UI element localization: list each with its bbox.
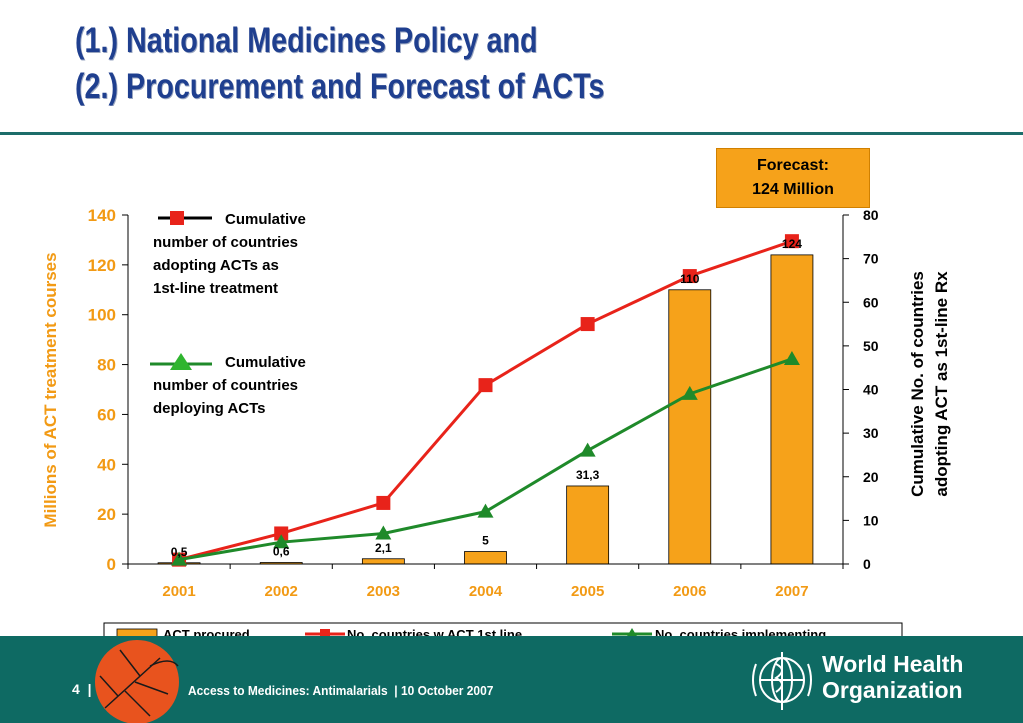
mosquito-logo: [95, 640, 179, 723]
left-tick-label-40: 40: [97, 455, 116, 474]
note-deploying-line-3: deploying ACTs: [153, 400, 266, 417]
left-tick-label-60: 60: [97, 405, 116, 424]
x-tick-label-2003: 2003: [367, 583, 400, 600]
y2-axis-title-line-1: Cumulative No. of countries: [908, 271, 927, 497]
who-line-2: Organization: [822, 677, 963, 703]
title-line-1: (1.) National Medicines Policy and: [75, 21, 538, 60]
chart: 0 20 40 60 80 100 120 140 0 10 20 30 40 50 60 70 80 2001 2…: [41, 206, 951, 636]
footer-text: Access to Medicines: Antimalarials | 10 …: [188, 683, 494, 698]
left-tick-label-80: 80: [97, 356, 116, 375]
forecast-line-1: Forecast:: [756, 157, 830, 174]
bar-2006: [668, 289, 712, 565]
right-tick-label-50: 50: [863, 338, 879, 354]
x-tick-label-2002: 2002: [265, 583, 298, 600]
point-adopting-2005: [580, 317, 595, 332]
legend-swatch-implementing-marker: [627, 628, 637, 636]
y2-axis-title-line-2: adopting ACT as 1st-line Rx: [932, 271, 951, 497]
legend-swatch-bar: [116, 628, 158, 636]
bar-2005: [566, 485, 610, 565]
point-adopting-2006: [682, 269, 697, 284]
point-implementing-2002: [273, 534, 290, 549]
left-tick-label-100: 100: [88, 306, 116, 325]
right-tick-label-20: 20: [863, 469, 879, 485]
left-tick-label-20: 20: [97, 505, 116, 524]
bar-label-2004: 5: [482, 534, 489, 548]
page-number: 4 |: [72, 681, 92, 697]
x-tick-label-2005: 2005: [571, 583, 604, 600]
right-tick-label-80: 80: [863, 207, 879, 223]
legend-label-adopting: No. countries w ACT 1st line: [347, 627, 522, 636]
forecast-line-2: 124 Million: [752, 181, 834, 198]
who-emblem-icon: [752, 652, 812, 710]
point-adopting-2007: [784, 234, 799, 249]
right-tick-label-60: 60: [863, 294, 879, 310]
point-implementing-2006: [681, 385, 698, 400]
right-tick-label-70: 70: [863, 251, 879, 267]
note-deploying-line-1: Cumulative: [225, 354, 306, 371]
title-line-2: (2.) Procurement and Forecast of ACTs: [75, 67, 605, 106]
note-deploying: Cumulative number of countries deploying…: [153, 351, 306, 420]
bar-2007: [770, 254, 814, 565]
left-tick-label-0: 0: [107, 555, 116, 574]
bar-label-2003: 2,1: [375, 541, 392, 555]
point-implementing-2003: [375, 525, 392, 540]
bar-label-2001: 0,5: [171, 545, 188, 559]
right-tick-label-30: 30: [863, 425, 879, 441]
legend-label-bar: ACT procured: [163, 627, 250, 636]
legend-swatch-adopting-marker: [320, 629, 330, 636]
bar-2004: [464, 551, 507, 565]
note-adopting-line-1: Cumulative: [225, 211, 306, 228]
who-line-1: World Health: [822, 651, 964, 677]
x-tick-label-2004: 2004: [469, 583, 503, 600]
right-tick-label-40: 40: [863, 382, 879, 398]
bar-label-2007: 124: [782, 237, 802, 251]
point-adopting-2002: [274, 526, 289, 541]
who-wordmark: World Health Organization: [822, 651, 963, 703]
bottom-legend: [103, 622, 903, 636]
forecast-callout: Forecast: 124 Million: [716, 148, 870, 208]
point-implementing-2004: [477, 503, 494, 518]
note-adopting-swatch-marker: [170, 211, 184, 225]
point-adopting-2003: [376, 495, 391, 510]
bar-label-2002: 0,6: [273, 545, 290, 559]
note-adopting-line-2: number of countries: [153, 234, 299, 251]
note-deploying-line-2: number of countries: [153, 377, 299, 394]
point-implementing-2005: [579, 442, 596, 457]
slide-title: (1.) National Medicines Policy and (2.) …: [75, 18, 604, 110]
bar-2003: [361, 558, 405, 565]
note-deploying-swatch-marker: [170, 353, 192, 370]
note-adopting-line-4: 1st-line treatment: [153, 280, 279, 297]
point-implementing-2007: [783, 350, 800, 365]
bar-label-2006: 110: [680, 272, 700, 286]
right-tick-label-0: 0: [863, 556, 871, 572]
point-implementing-2001: [171, 551, 188, 566]
note-adopting: Cumulative number of countries adopting …: [153, 208, 306, 300]
left-tick-label-140: 140: [88, 206, 116, 225]
bar-label-2005: 31,3: [576, 468, 600, 482]
note-adopting-line-3: adopting ACTs as: [153, 257, 279, 274]
x-tick-label-2007: 2007: [775, 583, 808, 600]
footer-date: 10 October 2007: [400, 683, 494, 698]
point-adopting-2004: [478, 378, 493, 393]
x-tick-label-2001: 2001: [162, 583, 195, 600]
footer: 4 | Access to Medicines: Antimalarials |…: [0, 636, 1023, 723]
left-tick-label-120: 120: [88, 256, 116, 275]
legend-label-implementing: No. countries implementing: [655, 627, 826, 636]
x-tick-label-2006: 2006: [673, 583, 706, 600]
y-axis-title: Millions of ACT treatment courses: [41, 252, 60, 527]
right-tick-label-10: 10: [863, 512, 879, 528]
title-divider: [0, 132, 1023, 135]
